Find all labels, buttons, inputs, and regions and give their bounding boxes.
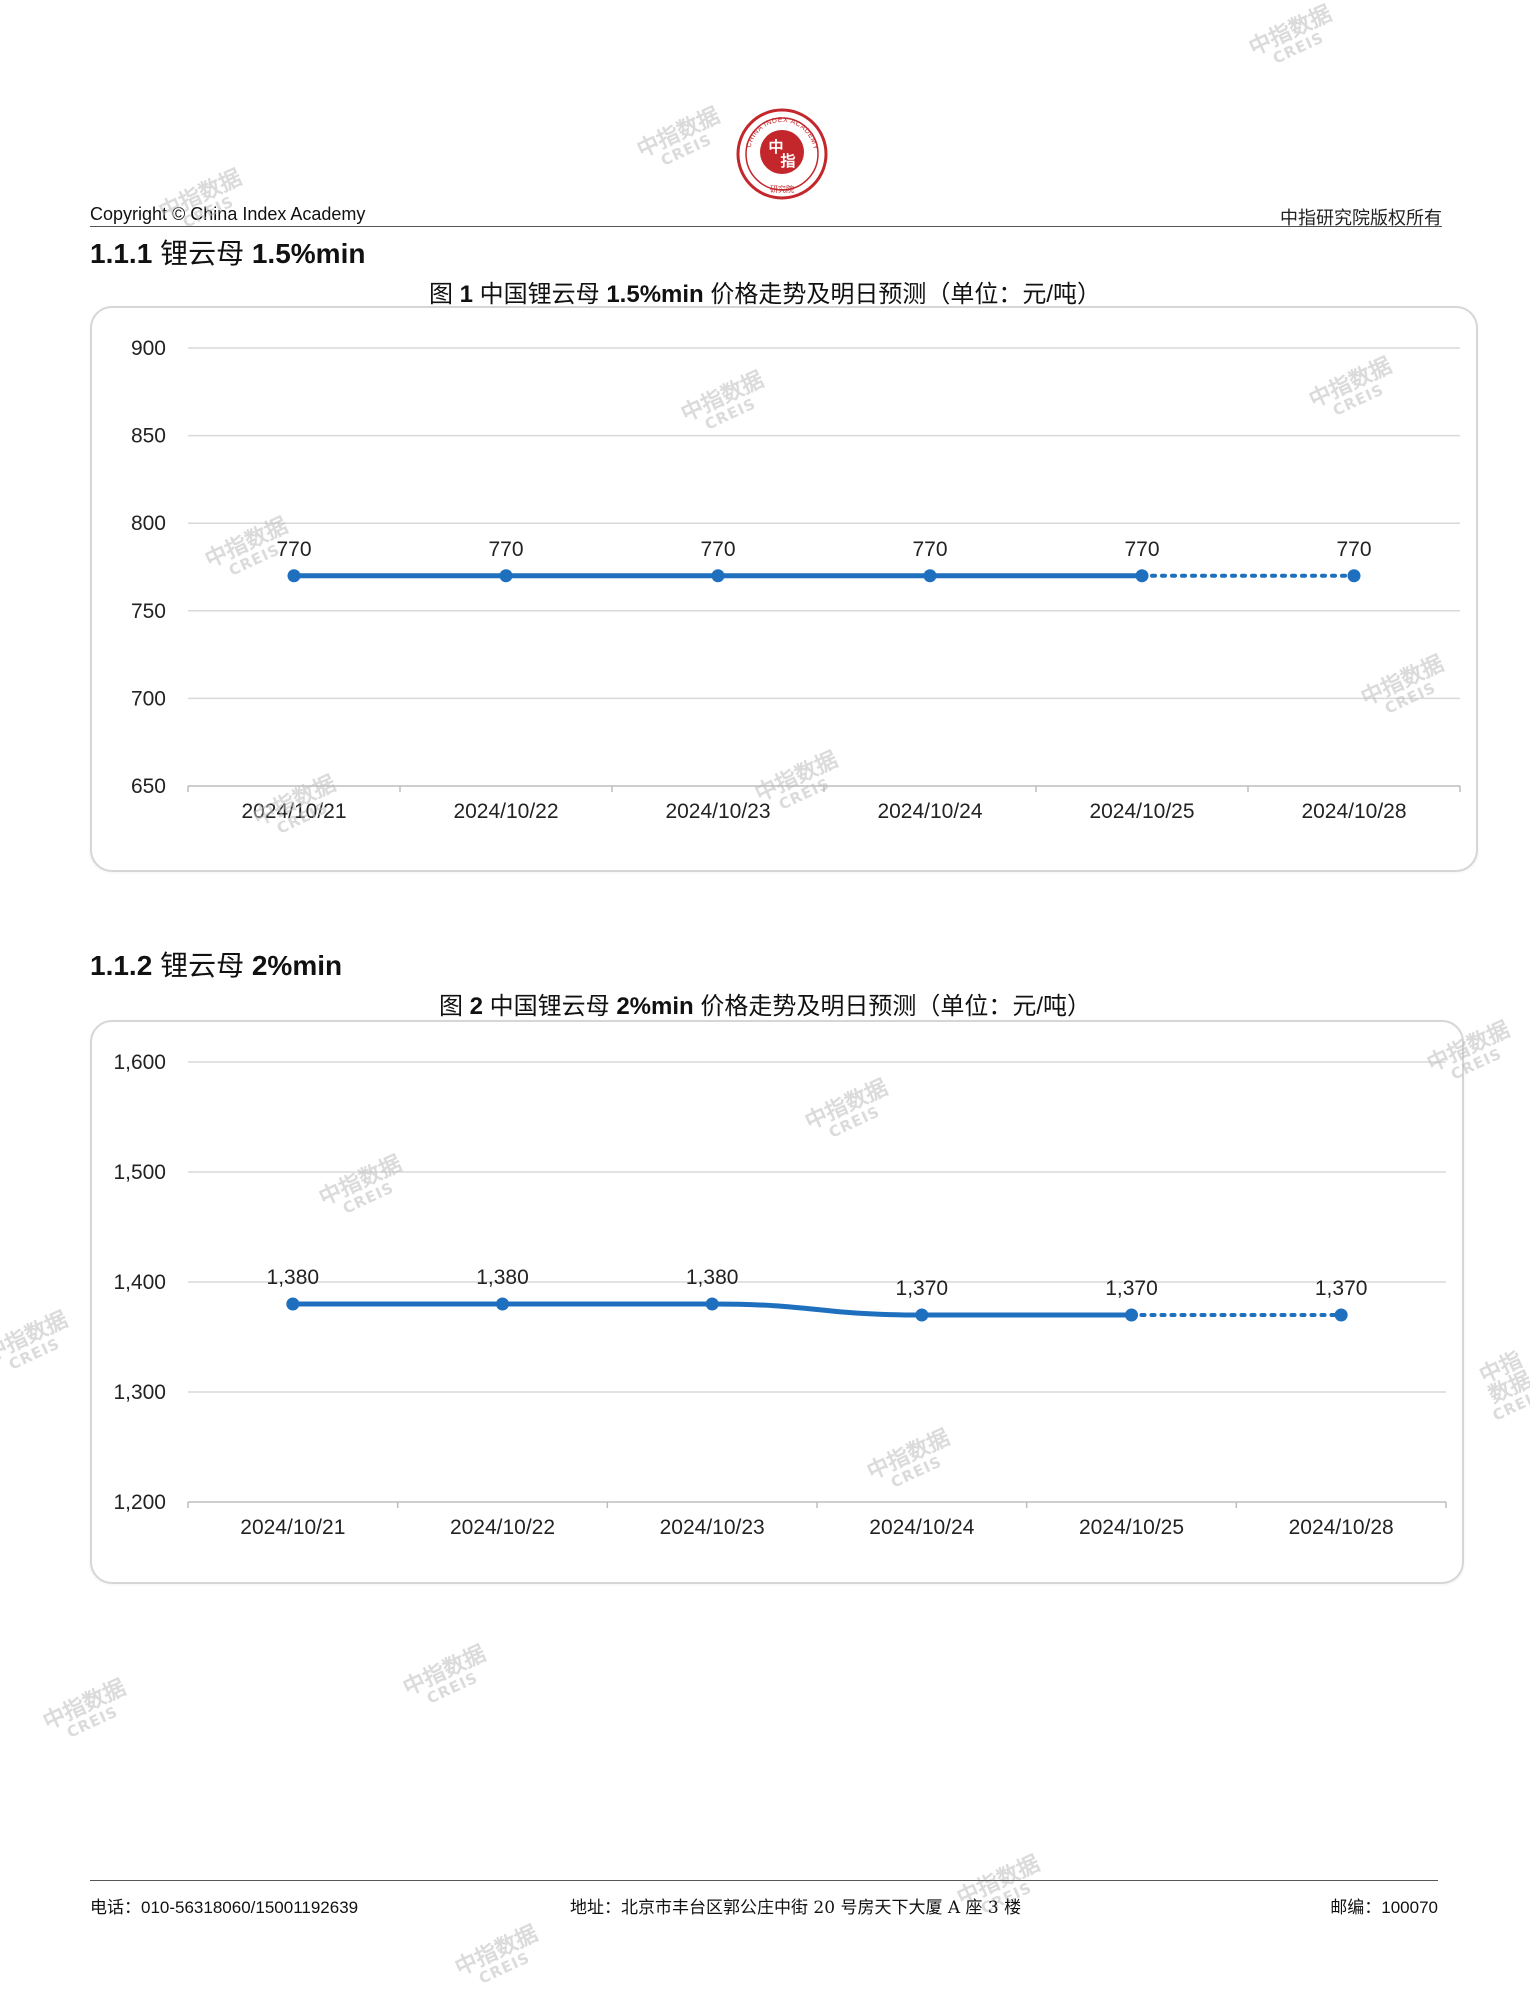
watermark: 中指数据 CREIS bbox=[155, 165, 246, 232]
data-point bbox=[499, 569, 513, 583]
y-tick-label: 1,400 bbox=[113, 1271, 166, 1294]
data-point bbox=[496, 1297, 509, 1311]
y-tick-label: 1,500 bbox=[113, 1161, 166, 1184]
data-label: 770 bbox=[912, 538, 947, 561]
data-label: 1,380 bbox=[476, 1266, 529, 1289]
y-tick-label: 1,200 bbox=[113, 1491, 166, 1514]
watermark: 中指数据 CREIS bbox=[39, 1675, 130, 1742]
chart-panel-2: 1,600 1,500 1,400 1,300 1,200 2024/10/21 2024/… bbox=[90, 1020, 1464, 1584]
logo: 中 指 研究院 CHINA INDEX ACADEMY bbox=[736, 108, 828, 200]
figure-title-1: 图 1 中国锂云母 1.5%min 价格走势及明日预测（单位：元/吨） bbox=[428, 281, 1102, 308]
header-divider bbox=[90, 226, 1442, 227]
data-point bbox=[1334, 1308, 1348, 1322]
footer-phone: 电话：010-56318060/15001192639 bbox=[90, 1898, 359, 1917]
logo-char-1: 中 bbox=[768, 138, 783, 156]
watermark: 中指数据 CREIS bbox=[0, 1307, 72, 1374]
data-label: 770 bbox=[1336, 538, 1371, 561]
chart-panel-1: 900 850 800 750 700 650 2024/10/21 2024/10/22 20… bbox=[90, 306, 1478, 872]
data-point bbox=[1135, 569, 1149, 583]
x-tick-label: 2024/10/28 bbox=[1301, 800, 1406, 823]
y-tick-label: 900 bbox=[131, 337, 166, 360]
y-tick-label: 800 bbox=[131, 512, 166, 535]
rights-notice: 中指研究院版权所有 bbox=[1280, 208, 1442, 229]
y-tick-label: 1,300 bbox=[113, 1381, 166, 1404]
data-label: 1,370 bbox=[896, 1277, 949, 1300]
data-label: 1,370 bbox=[1105, 1277, 1158, 1300]
logo-char-2: 指 bbox=[780, 152, 795, 170]
logo-bottom-text: 研究院 bbox=[770, 184, 794, 194]
data-point bbox=[1125, 1308, 1138, 1322]
y-tick-label: 750 bbox=[131, 600, 166, 623]
watermark: 中指数据 CREIS bbox=[633, 103, 724, 170]
watermark: 中指数据 CREIS bbox=[451, 1921, 542, 1988]
data-point bbox=[286, 1297, 300, 1311]
x-tick-label: 2024/10/25 bbox=[1079, 1516, 1184, 1539]
data-label: 770 bbox=[276, 538, 311, 561]
x-tick-label: 2024/10/25 bbox=[1089, 800, 1194, 823]
data-point bbox=[705, 1297, 719, 1311]
x-tick-label: 2024/10/24 bbox=[869, 1516, 974, 1539]
data-label: 770 bbox=[488, 538, 523, 561]
y-tick-label: 700 bbox=[131, 687, 166, 710]
footer-postcode: 邮编：100070 bbox=[1330, 1898, 1438, 1917]
data-label: 1,380 bbox=[267, 1266, 320, 1289]
data-label: 1,380 bbox=[686, 1266, 739, 1289]
price-chart-1: 900 850 800 750 700 650 2024/10/21 2024/10/22 20… bbox=[131, 337, 1461, 823]
x-tick-label: 2024/10/24 bbox=[877, 800, 982, 823]
price-chart-2: 1,600 1,500 1,400 1,300 1,200 2024/10/21 2024/… bbox=[113, 1051, 1447, 1539]
y-tick-label: 650 bbox=[131, 775, 166, 798]
y-tick-label: 1,600 bbox=[113, 1051, 166, 1074]
footer-divider bbox=[90, 1880, 1438, 1881]
data-point bbox=[287, 569, 301, 583]
copyright: Copyright © China Index Academy bbox=[90, 204, 366, 224]
x-tick-label: 2024/10/21 bbox=[241, 800, 346, 823]
data-label: 770 bbox=[1124, 538, 1159, 561]
data-point bbox=[1347, 569, 1361, 583]
watermark: 中指数据 CREIS bbox=[1245, 1, 1336, 68]
x-tick-label: 2024/10/28 bbox=[1289, 1516, 1394, 1539]
x-tick-label: 2024/10/22 bbox=[453, 800, 558, 823]
section-heading-1: 1.1.1 锂云母 1.5%min bbox=[90, 238, 366, 269]
x-tick-label: 2024/10/22 bbox=[450, 1516, 555, 1539]
data-point bbox=[711, 569, 725, 583]
watermark: 中指数据 CREIS bbox=[399, 1641, 490, 1708]
x-tick-label: 2024/10/21 bbox=[240, 1516, 345, 1539]
x-tick-label: 2024/10/23 bbox=[660, 1516, 765, 1539]
footer-address: 地址：北京市丰台区郭公庄中街 20 号房天下大厦 A 座 3 楼 bbox=[570, 1898, 1022, 1918]
watermark: 中指数据 CREIS bbox=[1475, 1347, 1530, 1425]
y-tick-label: 850 bbox=[131, 425, 166, 448]
data-label: 770 bbox=[700, 538, 735, 561]
data-point bbox=[923, 569, 937, 583]
x-tick-label: 2024/10/23 bbox=[665, 800, 770, 823]
data-label: 1,370 bbox=[1315, 1277, 1368, 1300]
section-heading-2: 1.1.2 锂云母 2%min bbox=[90, 950, 343, 981]
figure-title-2: 图 2 中国锂云母 2%min 价格走势及明日预测（单位：元/吨） bbox=[438, 993, 1092, 1020]
data-point bbox=[915, 1308, 929, 1322]
